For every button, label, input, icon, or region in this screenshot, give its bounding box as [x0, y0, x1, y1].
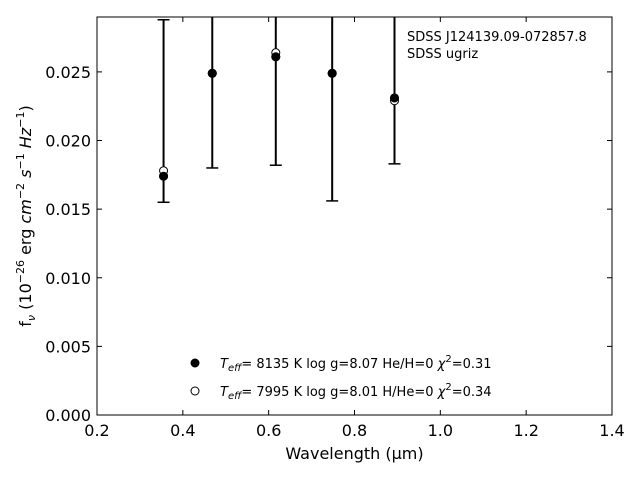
x-tick-label: 1.4	[599, 421, 624, 440]
point-filled-top	[271, 52, 281, 62]
point-filled-top	[327, 68, 337, 78]
y-tick-label: 0.020	[45, 132, 91, 151]
legend-entry: Teff= 7995 K log g=8.01 H/He=0 χ2=0.34	[220, 382, 492, 402]
axis-ticks: 0.2 0.4 0.6 0.8 1.0 1.2 1.4 0.000 0.005 0.010 0.01…	[45, 17, 625, 440]
error-bars	[157, 17, 401, 204]
legend-marker	[190, 386, 200, 396]
point-filled-top	[207, 68, 217, 78]
x-axis-label: Wavelength (μm)	[285, 444, 423, 463]
point-filled-top	[389, 93, 399, 103]
plot-frame	[96, 16, 613, 416]
legend: Teff= 8135 K log g=8.07 He/H=0 χ2=0.31 Te…	[190, 354, 492, 402]
data-points	[159, 48, 399, 181]
x-tick-label: 0.6	[256, 421, 281, 440]
annotation-line-2: SDSS ugriz	[407, 47, 478, 62]
x-tick-label: 0.2	[84, 421, 109, 440]
point-filled-top	[159, 171, 169, 181]
y-tick-label: 0.025	[45, 63, 91, 82]
legend-marker	[190, 358, 200, 368]
x-tick-label: 0.8	[342, 421, 367, 440]
x-tick-label: 1.0	[428, 421, 453, 440]
x-tick-label: 1.2	[513, 421, 538, 440]
y-tick-label: 0.000	[45, 406, 91, 425]
y-tick-label: 0.010	[45, 269, 91, 288]
y-tick-label: 0.005	[45, 337, 91, 356]
x-tick-label: 0.4	[170, 421, 195, 440]
annotation-line-1: SDSS J124139.09-072857.8	[407, 30, 587, 45]
legend-entry: Teff= 8135 K log g=8.07 He/H=0 χ2=0.31	[220, 354, 492, 374]
y-axis-label: fν (10−26 erg cm−2 s−1 Hz−1)	[14, 105, 38, 326]
y-tick-label: 0.015	[45, 200, 91, 219]
